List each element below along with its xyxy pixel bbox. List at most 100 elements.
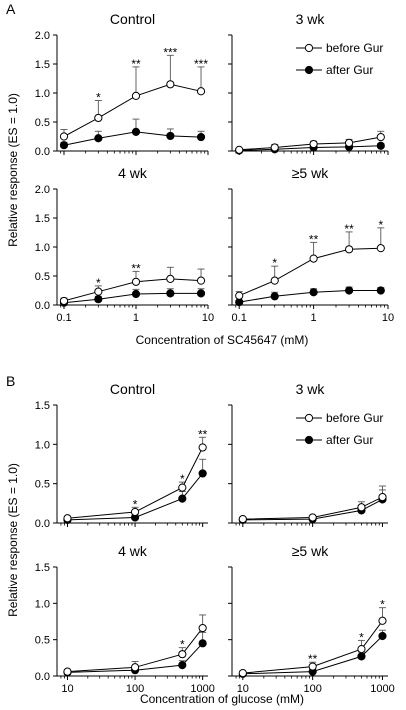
data-point-before-gur — [94, 113, 103, 123]
data-point-before-gur — [238, 668, 247, 678]
y-tick-label: 1.0 — [35, 439, 50, 451]
data-point-before-gur — [94, 287, 103, 296]
data-point-before-gur — [378, 616, 387, 625]
series-line-before-gur — [242, 620, 383, 674]
significance-marker: ** — [308, 652, 318, 666]
data-point-before-gur — [270, 143, 279, 152]
significance-marker: *** — [194, 57, 208, 71]
data-point-after-gur — [178, 661, 187, 670]
data-point-after-gur — [376, 141, 385, 150]
y-tick-label: 0.0 — [35, 146, 50, 158]
data-point-before-gur — [131, 91, 141, 101]
data-point-before-gur — [345, 245, 354, 254]
data-point-before-gur — [131, 277, 141, 286]
series-line-before-gur — [63, 83, 202, 137]
significance-marker: * — [380, 598, 385, 612]
series-line-after-gur — [242, 635, 383, 675]
data-point-before-gur — [198, 443, 207, 452]
x-axis-label: Concentration of SC45647 (mM) — [136, 333, 309, 347]
x-tick-label: 10 — [202, 312, 214, 324]
series-line-after-gur — [67, 642, 203, 673]
panel-label-b: B — [6, 373, 15, 389]
x-axis-label: Concentration of glucose (mM) — [140, 692, 304, 706]
data-point-before-gur — [130, 663, 140, 672]
y-axis-label: Relative response (ES = 1.0) — [6, 463, 20, 617]
y-tick-label: 0.5 — [35, 479, 50, 491]
x-tick-label: 10 — [237, 683, 249, 695]
legend-label: after Gur — [326, 433, 373, 447]
y-tick-label: 1.5 — [35, 213, 50, 225]
x-tick-label: 0.1 — [56, 312, 71, 324]
legend-marker-before-gur — [304, 43, 314, 53]
data-point-before-gur — [63, 514, 72, 523]
data-point-after-gur — [94, 295, 103, 304]
x-tick-label: 10 — [61, 683, 73, 695]
significance-marker: * — [359, 630, 364, 644]
x-tick-label: 1 — [311, 312, 317, 324]
y-tick-label: 2.0 — [35, 30, 50, 42]
x-tick-label: 1000 — [370, 683, 394, 695]
data-point-after-gur — [178, 494, 187, 503]
x-tick-label: 0.1 — [232, 312, 247, 324]
legend-marker-after-gur — [304, 435, 314, 445]
data-point-before-gur — [308, 662, 317, 671]
legend-label: after Gur — [326, 63, 373, 77]
subplot-title: ≥5 wk — [292, 543, 329, 559]
significance-marker: ** — [131, 261, 141, 275]
significance-marker: *** — [163, 45, 177, 59]
subplot-title: Control — [110, 11, 155, 27]
series-line-before-gur — [242, 496, 383, 520]
data-point-before-gur — [235, 291, 244, 300]
y-tick-label: 1.5 — [35, 59, 50, 71]
y-tick-label: 0.5 — [35, 117, 50, 129]
y-tick-label: 1.5 — [35, 400, 50, 412]
significance-marker: ** — [344, 222, 354, 236]
subplot-title: 4 wk — [118, 543, 148, 559]
data-point-after-gur — [309, 288, 318, 297]
significance-marker: * — [133, 497, 138, 511]
y-tick-label: 1.0 — [35, 88, 50, 100]
data-point-before-gur — [63, 667, 72, 676]
significance-marker: * — [96, 276, 101, 290]
data-point-before-gur — [238, 514, 247, 524]
significance-marker: * — [378, 218, 383, 232]
significance-marker: * — [180, 472, 185, 486]
data-point-after-gur — [94, 134, 103, 143]
y-tick-label: 0.0 — [35, 671, 50, 683]
y-axis-label: Relative response (ES = 1.0) — [6, 93, 20, 247]
data-point-after-gur — [376, 286, 385, 295]
data-point-after-gur — [196, 132, 206, 142]
subplot-title: 3 wk — [296, 381, 326, 397]
y-tick-label: 0.0 — [35, 518, 50, 530]
data-point-after-gur — [131, 289, 141, 299]
x-tick-label: 100 — [303, 683, 321, 695]
data-point-before-gur — [357, 645, 366, 654]
x-tick-label: 100 — [126, 683, 144, 695]
data-point-before-gur — [198, 623, 207, 633]
data-point-after-gur — [198, 639, 207, 648]
data-point-before-gur — [357, 503, 366, 512]
data-point-before-gur — [309, 139, 318, 149]
legend-label: before Gur — [326, 411, 383, 425]
series-line-after-gur — [242, 498, 383, 521]
series-line-before-gur — [239, 247, 381, 297]
data-point-after-gur — [59, 141, 69, 150]
legend-label: before Gur — [326, 41, 383, 55]
x-tick-label: 1 — [133, 312, 139, 324]
legend-marker-before-gur — [304, 413, 314, 423]
significance-marker: * — [180, 638, 185, 652]
significance-marker: ** — [198, 427, 208, 441]
data-point-before-gur — [308, 513, 317, 522]
data-point-after-gur — [270, 292, 279, 301]
significance-marker: * — [96, 91, 101, 105]
y-tick-label: 0.5 — [35, 271, 50, 283]
subplot-title: ≥5 wk — [292, 165, 329, 181]
legend-marker-after-gur — [304, 65, 314, 75]
data-point-before-gur — [59, 296, 69, 306]
y-tick-label: 1.0 — [35, 242, 50, 254]
x-tick-label: 1000 — [190, 683, 214, 695]
data-point-after-gur — [131, 127, 141, 136]
y-tick-label: 0.0 — [35, 300, 50, 312]
data-point-after-gur — [345, 286, 354, 295]
